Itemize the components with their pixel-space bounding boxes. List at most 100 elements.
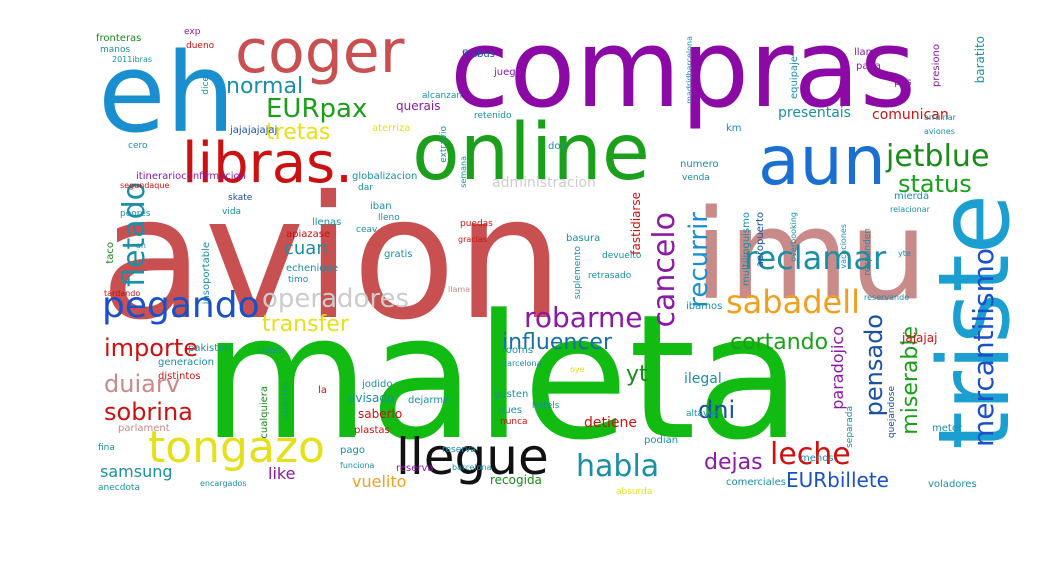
word-baratito: baratito <box>973 36 987 84</box>
word-aviones: aviones <box>924 127 955 136</box>
word-plastas: plastas <box>354 425 390 436</box>
word-menos: menos <box>800 453 834 464</box>
word-alcanzan: alcanzan <box>422 91 463 101</box>
word-insoportable: insoportable <box>201 242 212 305</box>
word-vuelito: vuelito <box>352 472 407 491</box>
word-habla: habla <box>576 449 660 484</box>
word-influencer: influencer <box>502 330 613 355</box>
word-vacaciones: overbooking <box>789 212 798 262</box>
word-reserva: reserva <box>396 463 434 474</box>
word-equipaje: equipaje <box>789 56 800 100</box>
word-responden: responden <box>863 228 873 276</box>
word-fletado: fletado <box>117 182 152 287</box>
word-numero: numero <box>680 159 719 170</box>
word-iban: iban <box>370 201 392 212</box>
word-jajajaj: jajajaj <box>902 331 938 345</box>
word-eh: eh <box>98 29 236 157</box>
word-itinerarioconfirmacion: itinerarioconfirmacion <box>136 171 247 182</box>
word-manos: manos <box>100 45 131 55</box>
word-llama: llama <box>854 47 882 58</box>
word-pensado: pensado <box>860 314 888 417</box>
word-skate: skate <box>228 193 253 203</box>
word-ibamos: ibamos <box>686 301 723 312</box>
word-aun: aun <box>758 122 886 201</box>
word-presentais: presentais <box>778 105 851 121</box>
word-mercantilismo: mercantilismo <box>967 248 1000 448</box>
word-importe: importe <box>104 334 199 362</box>
word-jetblue: jetblue <box>886 139 990 174</box>
word-transfer: transfer <box>262 312 349 337</box>
word-recogida: recogida <box>490 473 542 487</box>
word-flixbus: flixbus <box>462 49 495 60</box>
word-dar: dar <box>358 183 373 193</box>
word-avion: avion <box>100 160 564 358</box>
word-nunca: nunca <box>500 417 528 427</box>
word-coger: coger <box>235 17 405 87</box>
word-recurrir: recurrir <box>684 212 714 308</box>
word-dice: dice <box>201 76 211 95</box>
word-lleno: lleno <box>378 213 400 223</box>
word-presiono: presiono <box>931 44 942 87</box>
word-funciona: funciona <box>340 461 375 470</box>
word-ceav: ceav <box>356 225 378 235</box>
word-tretas: tretas <box>266 120 331 145</box>
word-paga: paga <box>856 61 881 72</box>
word-encargados: encargados <box>200 479 247 488</box>
word-timo: timo <box>288 275 309 285</box>
word-separada: separada <box>845 406 855 448</box>
word-peores: peores <box>120 209 151 219</box>
word-normal: normal <box>226 74 304 99</box>
word-fina: fina <box>98 443 115 453</box>
word-gracias: gracias <box>458 235 487 244</box>
word-imu: imu <box>694 184 928 328</box>
word-arruinar: arruinar <box>924 113 956 122</box>
word-administracion: administracion <box>492 175 596 191</box>
word-avisado: avisado <box>348 391 395 405</box>
word-leche: leche <box>770 437 851 472</box>
word-status: status <box>898 170 972 198</box>
word-taco: taco <box>105 242 116 264</box>
word-robarme: robarme <box>524 301 643 334</box>
word-cancelo: cancelo <box>647 212 682 328</box>
word-suplemento: suplemento <box>573 246 583 300</box>
word-madridbarcelona: madridbarcelona <box>685 36 694 104</box>
word-extravio: extravio <box>439 126 449 163</box>
word-llenas: llenas <box>312 217 342 228</box>
word-exp: exp <box>184 27 201 37</box>
word-compras: compras <box>450 16 917 132</box>
word-dos: dos <box>548 141 566 152</box>
word-pues: pues <box>498 405 523 416</box>
word-apiazase: apiazase <box>286 229 331 240</box>
word-asientos: asientos <box>281 382 291 420</box>
word-gusten: gusten <box>494 389 529 400</box>
word-basura: basura <box>566 233 601 244</box>
word-relacionar: relacionar <box>890 205 930 214</box>
word-la: la <box>318 385 327 396</box>
word-cortando: cortando <box>730 330 829 355</box>
word-yt: yt <box>626 362 648 387</box>
word-oye: oye <box>570 365 585 374</box>
word-podian: podian <box>644 435 679 446</box>
word-globalizacion: globalizacion <box>352 171 418 182</box>
word-vida: vida <box>222 207 242 217</box>
word-an: an <box>136 241 146 250</box>
word-sabadell: sabadell <box>726 283 860 321</box>
word-cuan: cuan <box>284 238 328 259</box>
word-llama-2: llama <box>448 285 471 294</box>
word-reclamar: reclamar <box>744 239 887 277</box>
word-dejas: dejas <box>704 450 763 475</box>
word-detiene: detiene <box>584 415 637 431</box>
word-overbooking: vacaciones <box>839 224 848 269</box>
word-parlament: parlament <box>118 423 170 434</box>
word-duiarv: duiarv <box>104 370 180 398</box>
word-altavoz: altavoz <box>686 409 719 419</box>
word-libras: libras. <box>182 131 353 196</box>
word-tardando: tardando <box>104 289 141 298</box>
word-ilegal: ilegal <box>684 371 722 387</box>
word-tongazo: tongazo <box>148 422 325 473</box>
word-yte: yte <box>898 249 911 258</box>
word-like: like <box>268 464 296 483</box>
word-km: km <box>726 123 742 134</box>
word-samsung: samsung <box>100 462 173 481</box>
word-sobrina: sobrina <box>104 398 193 426</box>
